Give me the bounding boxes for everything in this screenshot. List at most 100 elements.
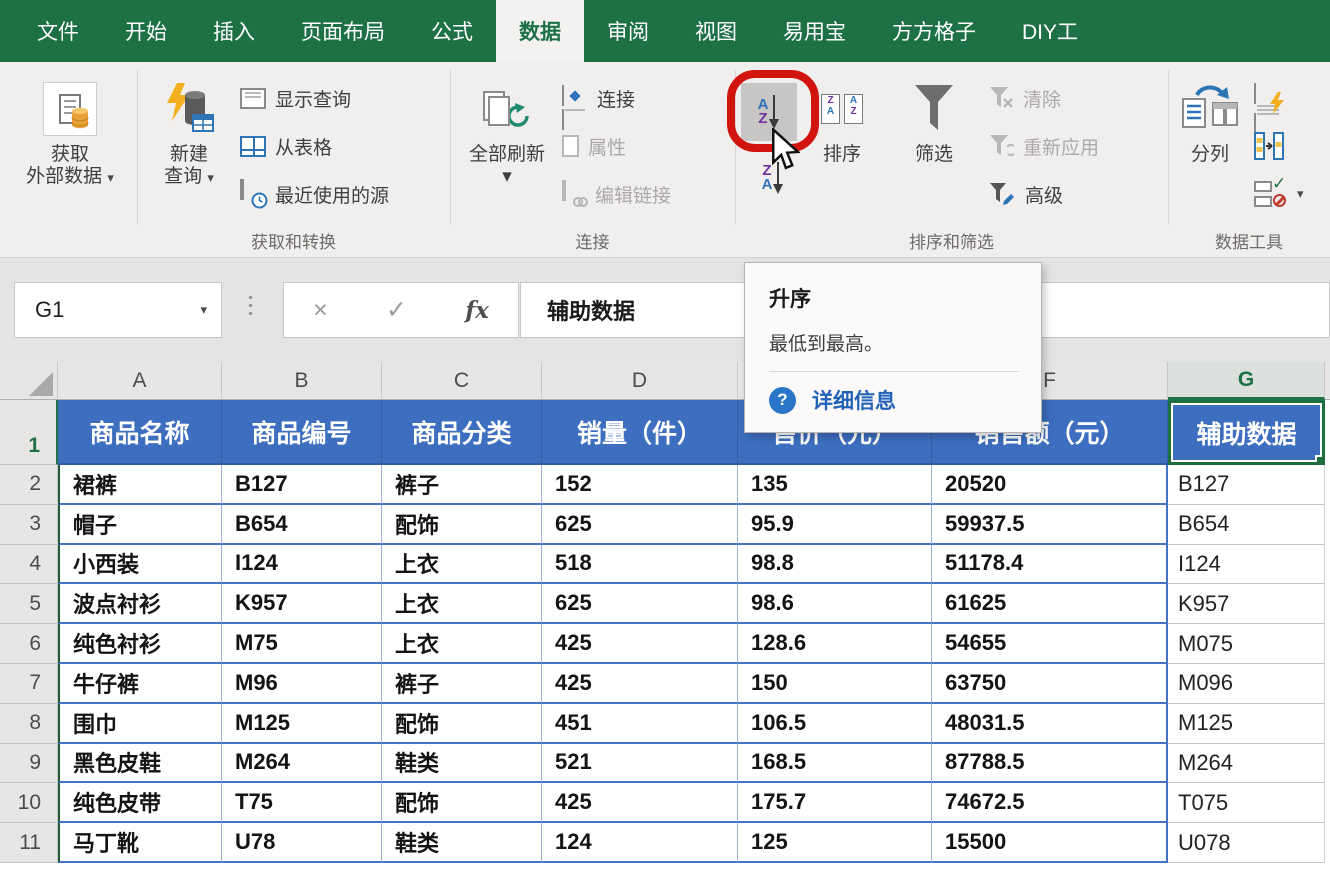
cell[interactable]: 152	[542, 465, 738, 505]
cell-d1[interactable]: 销量（件）	[542, 400, 738, 465]
new-query-button[interactable]: 新建 查询 ▾	[146, 70, 232, 228]
tab-formulas[interactable]: 公式	[431, 21, 473, 44]
cell[interactable]: K957	[222, 584, 382, 625]
cell[interactable]: 625	[542, 584, 738, 625]
cell[interactable]: 裤子	[382, 465, 542, 505]
cell[interactable]: 围巾	[58, 703, 222, 744]
tab-insert[interactable]: 插入	[213, 21, 255, 44]
cell[interactable]: T75	[222, 783, 382, 824]
cell[interactable]: 鞋类	[382, 743, 542, 784]
cell[interactable]: U78	[222, 823, 382, 863]
row-header[interactable]: 3	[0, 504, 58, 545]
cell[interactable]: 521	[542, 743, 738, 784]
recent-sources-button[interactable]: 最近使用的源	[240, 176, 389, 212]
cell[interactable]: 135	[738, 465, 932, 505]
cell[interactable]: 裙裤	[58, 465, 222, 505]
row-header[interactable]: 6	[0, 624, 58, 664]
cell[interactable]: 黑色皮鞋	[58, 743, 222, 784]
row-header[interactable]: 11	[0, 823, 58, 863]
cell[interactable]: 20520	[932, 465, 1168, 505]
column-header-b[interactable]: B	[222, 362, 382, 400]
cell-a1[interactable]: 商品名称	[58, 400, 222, 465]
tab-view[interactable]: 视图	[695, 21, 737, 44]
cell[interactable]: M096	[1168, 663, 1325, 704]
cell[interactable]: 625	[542, 504, 738, 545]
cell[interactable]: 125	[738, 823, 932, 863]
cell[interactable]: K957	[1168, 584, 1325, 625]
edit-links-button[interactable]: 编辑链接	[562, 176, 671, 212]
filter-button[interactable]: 筛选	[892, 70, 976, 228]
cell[interactable]: M075	[1168, 624, 1325, 664]
advanced-filter-button[interactable]: 高级	[988, 176, 1063, 212]
cell[interactable]: 54655	[932, 624, 1168, 664]
cell[interactable]: M264	[1168, 743, 1325, 784]
clear-filter-button[interactable]: 清除	[988, 80, 1061, 116]
tab-data[interactable]: 数据	[496, 0, 584, 62]
cell[interactable]: 15500	[932, 823, 1168, 863]
cell[interactable]: 168.5	[738, 743, 932, 784]
cell[interactable]: 鞋类	[382, 823, 542, 863]
flash-fill-button[interactable]	[1254, 80, 1284, 134]
tab-diy[interactable]: DIY工	[1022, 21, 1079, 44]
cell[interactable]: B127	[1168, 465, 1325, 505]
row-header[interactable]: 1	[0, 400, 58, 465]
cell[interactable]: B654	[1168, 504, 1325, 545]
cell[interactable]: 150	[738, 663, 932, 704]
cell[interactable]: 425	[542, 783, 738, 824]
cell[interactable]: M125	[222, 703, 382, 744]
row-header[interactable]: 9	[0, 743, 58, 784]
row-header[interactable]: 2	[0, 465, 58, 505]
cell[interactable]: I124	[222, 544, 382, 585]
cell[interactable]: 小西装	[58, 544, 222, 585]
cell[interactable]: 48031.5	[932, 703, 1168, 744]
cell[interactable]: 上衣	[382, 624, 542, 664]
column-header-c[interactable]: C	[382, 362, 542, 400]
text-to-columns-button[interactable]: 分列	[1172, 70, 1248, 228]
tab-file[interactable]: 文件	[37, 21, 79, 44]
cell[interactable]: 95.9	[738, 504, 932, 545]
cell-b1[interactable]: 商品编号	[222, 400, 382, 465]
cell-g1-selected[interactable]: 辅助数据	[1168, 400, 1325, 465]
tab-fangfanggezi[interactable]: 方方格子	[892, 21, 976, 44]
row-header[interactable]: 4	[0, 544, 58, 585]
cell[interactable]: 128.6	[738, 624, 932, 664]
data-validation-button[interactable]: ✓ ▾	[1254, 174, 1304, 212]
properties-button[interactable]: 属性	[562, 128, 626, 164]
cell[interactable]: M75	[222, 624, 382, 664]
tab-page-layout[interactable]: 页面布局	[301, 21, 385, 44]
connections-button[interactable]: 连接	[562, 80, 635, 130]
name-box[interactable]: G1 ▾	[14, 282, 222, 338]
cell[interactable]: M125	[1168, 703, 1325, 744]
tab-yiyongbao[interactable]: 易用宝	[783, 21, 846, 44]
cell[interactable]: 配饰	[382, 783, 542, 824]
cell[interactable]: 106.5	[738, 703, 932, 744]
cell-c1[interactable]: 商品分类	[382, 400, 542, 465]
from-table-button[interactable]: 从表格	[240, 128, 332, 164]
row-header[interactable]: 5	[0, 584, 58, 625]
cell[interactable]: I124	[1168, 544, 1325, 585]
cell[interactable]: B127	[222, 465, 382, 505]
cell[interactable]: 74672.5	[932, 783, 1168, 824]
cell[interactable]: M264	[222, 743, 382, 784]
cell[interactable]: 上衣	[382, 584, 542, 625]
cell[interactable]: 纯色皮带	[58, 783, 222, 824]
reapply-filter-button[interactable]: 重新应用	[988, 128, 1099, 164]
cell[interactable]: 帽子	[58, 504, 222, 545]
cell[interactable]: 配饰	[382, 703, 542, 744]
cell[interactable]: 51178.4	[932, 544, 1168, 585]
cell[interactable]: 上衣	[382, 544, 542, 585]
show-queries-button[interactable]: 显示查询	[240, 80, 351, 116]
tell-me-more-link[interactable]: 详细信息	[812, 390, 896, 413]
cell[interactable]: 牛仔裤	[58, 663, 222, 704]
row-header[interactable]: 10	[0, 783, 58, 824]
get-external-data-button[interactable]: 获取 外部数据 ▾	[6, 70, 134, 228]
cell[interactable]: B654	[222, 504, 382, 545]
cell[interactable]: 87788.5	[932, 743, 1168, 784]
column-header-g[interactable]: G	[1168, 362, 1325, 400]
insert-function-icon[interactable]: fx	[465, 296, 489, 324]
cell[interactable]: 波点衬衫	[58, 584, 222, 625]
cell[interactable]: 425	[542, 624, 738, 664]
cell[interactable]: 马丁靴	[58, 823, 222, 863]
cell[interactable]: 451	[542, 703, 738, 744]
